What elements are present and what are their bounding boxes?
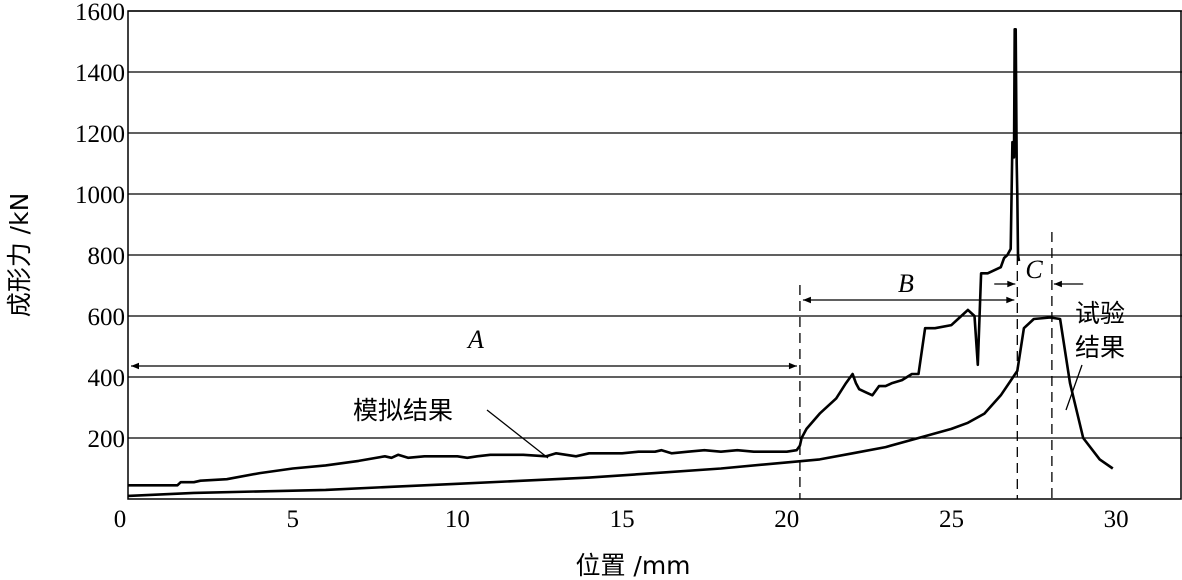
simulation-result-leader <box>486 409 549 459</box>
x-axis-title: 位置 /mm <box>575 551 690 580</box>
y-tick-label: 1600 <box>75 0 125 26</box>
y-tick-label: 1000 <box>75 182 125 209</box>
experiment-result-label-line1: 试验 <box>1075 299 1125 328</box>
x-tick-label: 15 <box>610 506 635 533</box>
region-a-label: A <box>466 325 484 354</box>
simulation-series-line <box>128 27 1021 487</box>
simulation-result-label: 模拟结果 <box>353 396 453 425</box>
y-tick-label: 1400 <box>75 60 125 87</box>
x-tick-label: 25 <box>939 506 964 533</box>
experiment-result-leader <box>1065 364 1083 411</box>
y-tick-label: 200 <box>88 426 126 453</box>
x-tick-label: 5 <box>286 506 299 533</box>
region-markers <box>131 232 1084 499</box>
experiment-series-line <box>127 316 1114 498</box>
y-tick-label: 1200 <box>75 121 125 148</box>
y-tick-label: 600 <box>88 304 126 331</box>
y-axis-title: 成形力 /kN <box>5 193 34 318</box>
x-tick-labels: 0 5 10 15 20 25 30 <box>114 506 1129 533</box>
plot-frame <box>127 10 1182 500</box>
x-tick-label: 10 <box>445 506 470 533</box>
experiment-result-label-line2: 结果 <box>1075 333 1125 362</box>
x-tick-label: 30 <box>1104 506 1129 533</box>
x-tick-label: 20 <box>774 506 799 533</box>
region-b-label: B <box>898 269 914 298</box>
y-tick-labels: 200 400 600 800 1000 1200 1400 1600 <box>75 0 125 453</box>
horizontal-gridlines <box>128 10 1182 439</box>
region-c-label: C <box>1025 255 1043 284</box>
y-tick-label: 400 <box>88 365 126 392</box>
y-tick-label: 800 <box>88 243 126 270</box>
series-group <box>127 27 1114 498</box>
x-tick-label: 0 <box>114 506 127 533</box>
